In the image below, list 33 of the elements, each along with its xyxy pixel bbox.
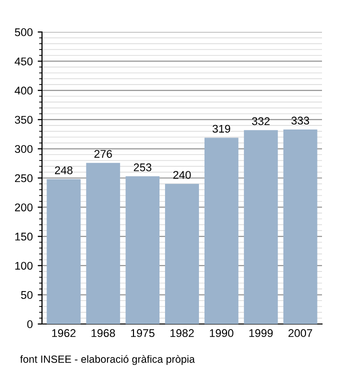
y-tick-label: 250 xyxy=(14,174,33,182)
y-tick-label: 400 xyxy=(14,86,33,95)
data-label: 333 xyxy=(291,116,310,125)
data-label: 248 xyxy=(54,166,72,174)
y-tick-label: 450 xyxy=(14,57,33,66)
y-tick-label: 100 xyxy=(15,262,33,270)
bar xyxy=(46,179,81,324)
data-label: 253 xyxy=(134,163,152,172)
y-tick-label: 50 xyxy=(21,291,33,299)
bar xyxy=(165,184,199,324)
data-label: 276 xyxy=(94,150,112,158)
x-tick-label: 1975 xyxy=(131,329,154,338)
data-label: 332 xyxy=(252,117,270,126)
y-tick-label: 200 xyxy=(14,203,33,212)
bar xyxy=(126,176,160,324)
x-tick-label: 1999 xyxy=(249,329,273,338)
x-tick-label: 1982 xyxy=(170,329,194,338)
x-tick-label: 1962 xyxy=(52,329,76,338)
data-label: 319 xyxy=(212,124,230,133)
bar xyxy=(244,130,278,324)
y-tick-label: 500 xyxy=(14,28,33,36)
y-tick-label: 0 xyxy=(27,320,33,328)
x-tick-label: 1990 xyxy=(210,329,234,338)
bar xyxy=(283,130,318,324)
bar xyxy=(204,138,238,324)
x-tick-label: 1968 xyxy=(92,329,116,338)
y-tick-label: 350 xyxy=(14,116,33,124)
bar xyxy=(86,162,120,324)
x-tick-label: 2007 xyxy=(288,329,312,338)
text: font INSEE - elaboració gràfica pròpia xyxy=(20,355,195,365)
y-tick-label: 150 xyxy=(15,232,33,241)
y-tick-label: 300 xyxy=(14,145,33,153)
data-label: 240 xyxy=(173,171,191,179)
